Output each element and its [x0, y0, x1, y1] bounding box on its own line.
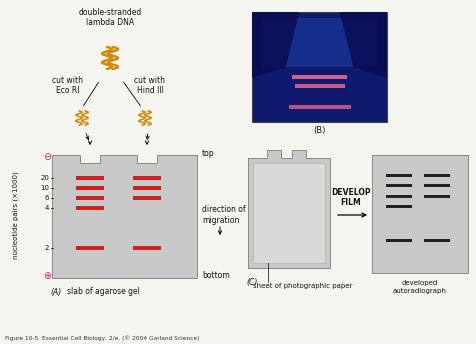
Text: 2: 2: [45, 245, 49, 251]
Text: slab of agarose gel: slab of agarose gel: [67, 288, 140, 297]
Text: (C): (C): [246, 278, 258, 287]
Text: ⊕: ⊕: [43, 271, 51, 281]
Bar: [386, 238, 412, 242]
Polygon shape: [252, 12, 299, 78]
Bar: [386, 183, 412, 187]
Text: ⊖: ⊖: [43, 152, 51, 162]
Bar: [76, 186, 104, 190]
Bar: [76, 176, 104, 180]
Bar: [292, 75, 347, 79]
Bar: [372, 155, 468, 273]
Text: sheet of photographic paper: sheet of photographic paper: [253, 283, 352, 289]
Bar: [252, 12, 387, 122]
Text: 20: 20: [40, 175, 49, 181]
Bar: [76, 206, 104, 210]
Text: developed
autoradiograph: developed autoradiograph: [393, 280, 447, 293]
Bar: [424, 194, 450, 198]
Text: 10: 10: [40, 185, 49, 191]
Polygon shape: [52, 155, 197, 278]
Bar: [262, 18, 377, 67]
Bar: [133, 176, 161, 180]
Bar: [424, 238, 450, 242]
Bar: [424, 173, 450, 177]
Bar: [133, 186, 161, 190]
Bar: [133, 196, 161, 200]
Bar: [386, 204, 412, 208]
Bar: [133, 246, 161, 250]
Text: double-stranded
lambda DNA: double-stranded lambda DNA: [79, 8, 142, 28]
Polygon shape: [248, 150, 330, 268]
Bar: [386, 194, 412, 198]
Bar: [295, 84, 345, 88]
Bar: [76, 196, 104, 200]
Text: DEVELOP
FILM: DEVELOP FILM: [331, 187, 371, 207]
Text: direction of
migration: direction of migration: [202, 205, 246, 225]
Bar: [76, 246, 104, 250]
Polygon shape: [340, 12, 387, 78]
Text: (B): (B): [313, 126, 326, 135]
Text: nucleotide pairs (×1000): nucleotide pairs (×1000): [13, 171, 19, 259]
Bar: [288, 105, 350, 109]
Text: top: top: [202, 149, 215, 158]
Text: 6: 6: [44, 195, 49, 201]
Text: Figure 10-5  Essential Cell Biology, 2/e. (© 2004 Garland Science): Figure 10-5 Essential Cell Biology, 2/e.…: [5, 335, 199, 341]
Text: cut with
Hind III: cut with Hind III: [135, 76, 166, 95]
Bar: [424, 183, 450, 187]
Text: 4: 4: [45, 205, 49, 211]
Bar: [253, 163, 325, 263]
Text: bottom: bottom: [202, 271, 230, 280]
Text: (A): (A): [50, 288, 61, 297]
Bar: [386, 173, 412, 177]
Text: cut with
Eco RI: cut with Eco RI: [52, 76, 83, 95]
